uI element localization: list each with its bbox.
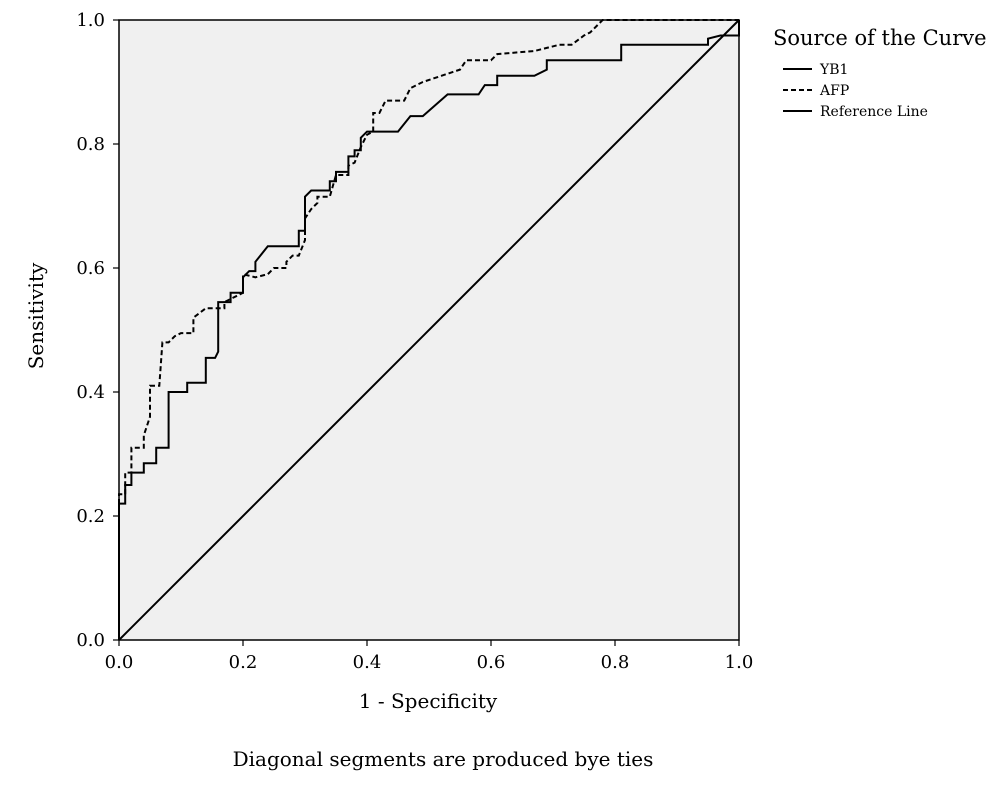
series-line-yb1 xyxy=(118,20,740,640)
legend-label-afp: AFP xyxy=(819,83,849,99)
y-tick-label: 0.6 xyxy=(76,258,105,279)
y-axis-title: Sensitivity xyxy=(24,262,48,369)
y-tick-label: 0.0 xyxy=(76,630,105,651)
x-tick-label: 0.2 xyxy=(229,652,258,673)
legend-label-reference-line: Reference Line xyxy=(820,104,928,120)
x-tick-label: 0.6 xyxy=(477,652,506,673)
y-axis-ticks: 0.0 0.2 0.4 0.6 0.8 1.0 xyxy=(76,10,119,651)
y-tick-label: 0.2 xyxy=(76,506,105,527)
legend: YB1 AFP Reference Line xyxy=(783,62,928,120)
legend-label-yb1: YB1 xyxy=(819,62,848,78)
series-layer xyxy=(118,19,740,641)
x-tick-label: 1.0 xyxy=(725,652,754,673)
x-tick-label: 0.4 xyxy=(353,652,382,673)
x-tick-label: 0.0 xyxy=(105,652,134,673)
series-line-reference-line xyxy=(118,19,740,641)
x-tick-label: 0.8 xyxy=(601,652,630,673)
x-axis-title: 1 - Specificity xyxy=(359,689,498,713)
y-tick-label: 0.8 xyxy=(76,134,105,155)
x-axis-ticks: 0.0 0.2 0.4 0.6 0.8 1.0 xyxy=(105,640,754,673)
footnote: Diagonal segments are produced bye ties xyxy=(233,747,654,771)
y-tick-label: 0.4 xyxy=(76,382,105,403)
y-tick-label: 1.0 xyxy=(76,10,105,31)
series-line-afp xyxy=(118,19,739,640)
legend-title: Source of the Curve xyxy=(773,26,987,50)
